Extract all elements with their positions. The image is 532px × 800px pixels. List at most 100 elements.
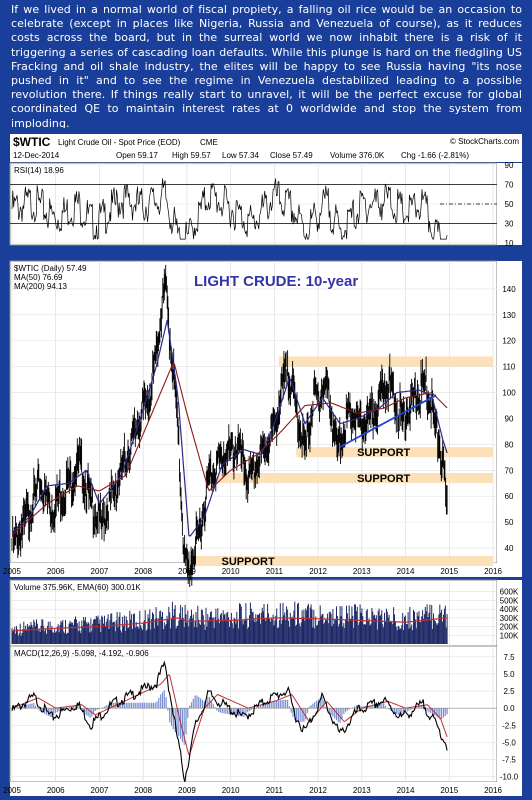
macd-y-tick: -5.0 [502,738,516,747]
price-y-tick: 50 [505,518,514,527]
support-band [189,556,493,566]
price-axis-bg [497,261,522,563]
macd-series [10,660,497,783]
macd-label: MACD(12,26,9) -5.098, -4.192, -0.906 [14,649,149,658]
volume-y-tick: 500K [500,596,519,605]
chart-header-bg [10,134,522,162]
x-tick-label-bottom: 2011 [266,786,284,795]
x-tick-label-bottom: 2008 [134,786,152,795]
x-tick-label-top: 2010 [222,567,240,576]
chart-volume-summary: Volume 376.0K [330,151,385,160]
support-label: SUPPORT [357,447,410,459]
support-label: SUPPORT [222,556,275,568]
support-band [278,356,493,367]
price-y-tick: 100 [502,389,516,398]
rsi-label: RSI(14) 18.96 [14,166,64,175]
x-tick-label-top: 2007 [91,567,109,576]
macd-axis-bg [497,646,522,782]
rsi-y-tick: 70 [505,181,514,190]
price-y-tick: 140 [502,285,516,294]
chart-open: Open 59.17 [116,151,158,160]
rsi-y-tick: 50 [505,200,514,209]
support-bands: SUPPORT SUPPORT SUPPORT [189,356,493,568]
volume-y-tick: 100K [500,631,519,640]
macd-line [11,660,448,783]
macd-y-tick: -7.5 [502,755,516,764]
volume-y-tick: 200K [500,623,519,632]
x-axis-strip-1 [10,563,522,577]
chart-change: Chg -1.66 (-2.81%) [401,151,469,160]
rsi-y-tick: 10 [505,239,514,248]
x-tick-label-top: 2012 [309,567,327,576]
volume-y-tick: 600K [500,588,519,597]
x-tick-label-top: 2015 [440,567,458,576]
macd-y-tick: -2.5 [502,721,516,730]
x-tick-label-bottom: 2014 [397,786,415,795]
chart-symbol: $WTIC [13,135,51,149]
chart-close: Close 57.49 [270,151,313,160]
volume-series [11,601,448,644]
x-tick-label-bottom: 2016 [484,786,502,795]
support-band [296,447,493,458]
x-tick-label-top: 2009 [178,567,196,576]
rsi-axis-bg [497,163,522,245]
volume-ema-line [11,617,448,632]
x-tick-label-top: 2006 [47,567,65,576]
price-panel [9,260,498,564]
x-tick-label-bottom: 2007 [91,786,109,795]
price-legend: $WTIC (Daily) 57.49 [14,264,87,273]
macd-y-tick: -10.0 [500,773,519,782]
x-tick-label-bottom: 2010 [222,786,240,795]
volume-axis-bg [497,580,522,646]
x-tick-label-top: 2013 [353,567,371,576]
macd-y-tick: 2.5 [503,687,515,696]
chart-date: 12-Dec-2014 [13,151,60,160]
rsi-line [11,178,448,241]
x-tick-label-top: 2008 [134,567,152,576]
price-y-tick: 110 [503,363,516,372]
chart-low: Low 57.34 [222,151,259,160]
x-tick-label-bottom: 2015 [440,786,458,795]
axis-labels: 2005 2005 2006 2006 2007 2007 2008 2008 2009 2009… [3,161,519,795]
volume-y-tick: 400K [500,605,519,614]
ma200-legend: MA(200) 94.13 [14,282,67,291]
x-tick-label-bottom: 2009 [178,786,196,795]
price-y-tick: 40 [505,544,514,553]
chart-frame: $WTIC Light Crude Oil - Spot Price (EOD)… [0,128,532,800]
price-y-tick: 70 [505,466,514,475]
price-y-tick: 60 [505,492,514,501]
x-tick-label-top: 2016 [484,567,502,576]
support-band [217,473,493,484]
macd-y-tick: 0.0 [503,704,515,713]
price-y-tick: 130 [502,311,516,320]
x-axis-strip-2 [10,782,522,796]
x-tick-label-top: 2005 [3,567,21,576]
price-series [11,264,448,587]
crude-oil-chart: $WTIC Light Crude Oil - Spot Price (EOD)… [3,134,522,796]
chart-exchange: CME [200,138,218,147]
x-tick-label-bottom: 2005 [3,786,21,795]
intro-text-panel: If we lived in a normal world of fiscal … [0,0,532,130]
x-tick-label-top: 2011 [266,567,284,576]
macd-y-tick: 5.0 [503,670,515,679]
volume-label: Volume 375.96K, EMA(60) 300.01K [14,583,141,592]
intro-paragraph: If we lived in a normal world of fiscal … [11,3,522,130]
x-tick-label-bottom: 2013 [353,786,371,795]
chart-credit: © StockCharts.com [450,137,519,146]
ma200-line [11,362,448,536]
price-y-tick: 80 [505,440,514,449]
volume-y-tick: 300K [500,614,519,623]
x-tick-label-top: 2014 [397,567,415,576]
rsi-y-tick: 30 [505,220,514,229]
support-label: SUPPORT [357,473,410,485]
chart-title: LIGHT CRUDE: 10-year [194,273,358,290]
chart-instrument-name: Light Crude Oil - Spot Price (EOD) [58,138,181,147]
x-tick-label-bottom: 2012 [309,786,327,795]
rsi-y-tick: 90 [505,161,514,170]
price-y-tick: 120 [502,337,516,346]
ma50-legend: MA(50) 76.69 [14,273,63,282]
uptrend-line [339,394,437,448]
x-tick-label-bottom: 2006 [47,786,65,795]
rsi-series [10,178,497,241]
macd-y-tick: 7.5 [503,653,515,662]
